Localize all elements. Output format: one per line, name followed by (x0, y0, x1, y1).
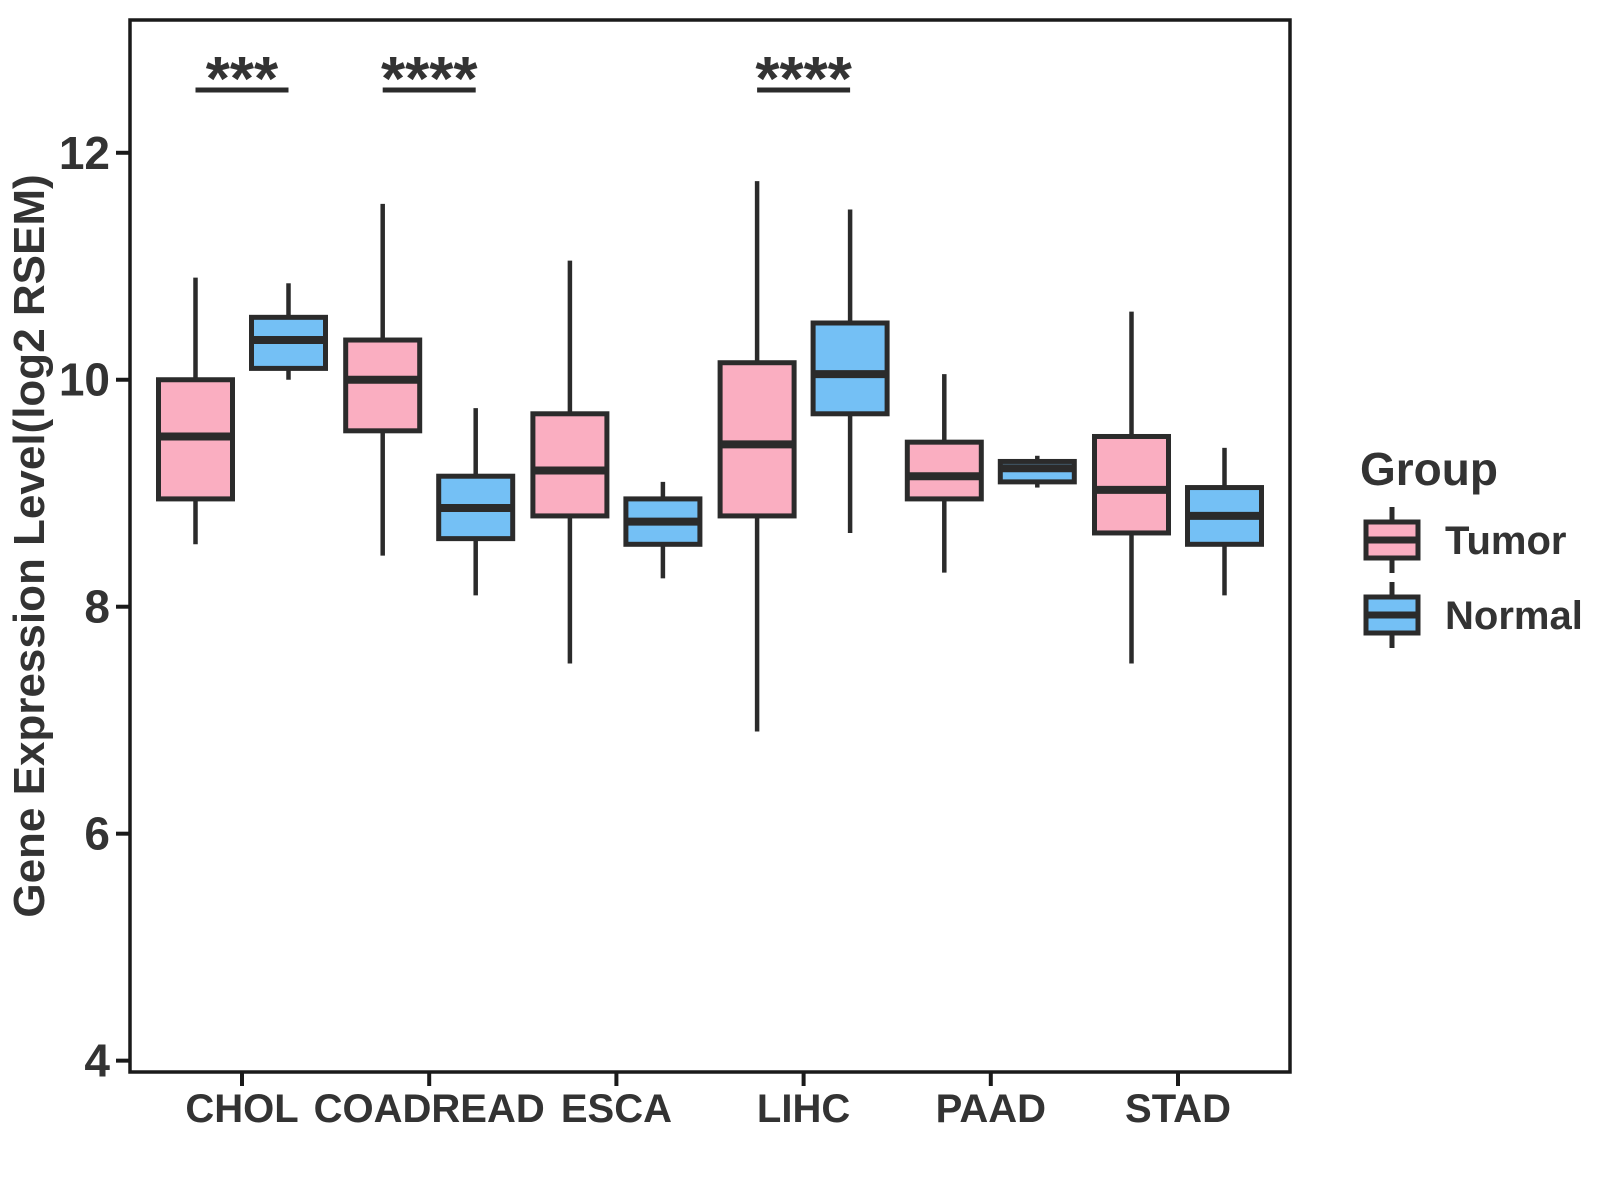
box-PAAD-Tumor (904, 439, 984, 502)
box-LIHC-Tumor (717, 360, 797, 519)
box-COADREAD-Tumor (343, 337, 423, 434)
box-group-COADREAD-Normal (436, 408, 516, 596)
box-group-STAD-Normal (1185, 447, 1264, 596)
box-LIHC-Normal (810, 320, 890, 417)
significance-label-CHOL: *** (206, 45, 279, 114)
y-tick-label-8: 8 (84, 581, 110, 633)
x-tick-label-LIHC: LIHC (757, 1087, 850, 1131)
box-group-COADREAD-Tumor (343, 203, 423, 556)
box-group-ESCA-Normal (623, 481, 703, 579)
box-group-LIHC-Tumor (717, 181, 797, 732)
box-group-LIHC-Normal (810, 209, 890, 533)
box-ESCA-Tumor (530, 411, 610, 519)
box-group-STAD-Tumor (1092, 311, 1171, 664)
x-tick-label-STAD: STAD (1125, 1087, 1231, 1131)
x-tick-label-COADREAD: COADREAD (314, 1087, 545, 1131)
y-axis-label: Gene Expression Level(log2 RSEM) (5, 174, 54, 917)
y-tick-label-10: 10 (59, 354, 110, 406)
box-group-CHOL-Tumor (156, 277, 235, 545)
box-group-ESCA-Tumor (530, 260, 610, 664)
x-tick-label-CHOL: CHOL (185, 1087, 298, 1131)
legend-title: Group (1360, 443, 1498, 495)
significance-label-COADREAD: **** (381, 45, 478, 114)
box-group-PAAD-Tumor (904, 374, 984, 573)
box-group-PAAD-Normal (997, 455, 1077, 488)
box-STAD-Tumor (1092, 433, 1171, 536)
y-tick-label-4: 4 (84, 1035, 110, 1087)
y-tick-label-12: 12 (59, 127, 110, 179)
significance-label-LIHC: **** (755, 45, 852, 114)
x-tick-label-PAAD: PAAD (936, 1087, 1046, 1131)
box-group-CHOL-Normal (249, 283, 328, 380)
legend-key-normal (1363, 582, 1421, 648)
y-tick-label-6: 6 (84, 808, 110, 860)
legend-key-tumor (1363, 507, 1421, 573)
legend-label-tumor: Tumor (1445, 519, 1566, 563)
x-tick-label-ESCA: ESCA (561, 1087, 672, 1131)
plot-panel-border (128, 18, 1292, 1074)
legend-label-normal: Normal (1445, 594, 1583, 638)
